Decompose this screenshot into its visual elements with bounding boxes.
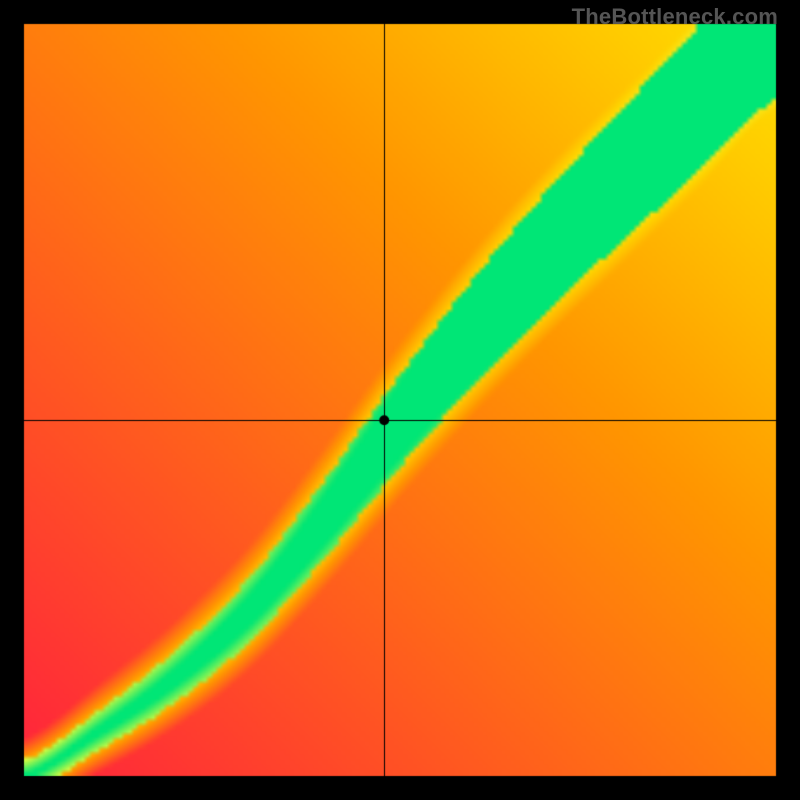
- watermark-text: TheBottleneck.com: [572, 4, 778, 30]
- bottleneck-heatmap-canvas: [0, 0, 800, 800]
- chart-container: TheBottleneck.com: [0, 0, 800, 800]
